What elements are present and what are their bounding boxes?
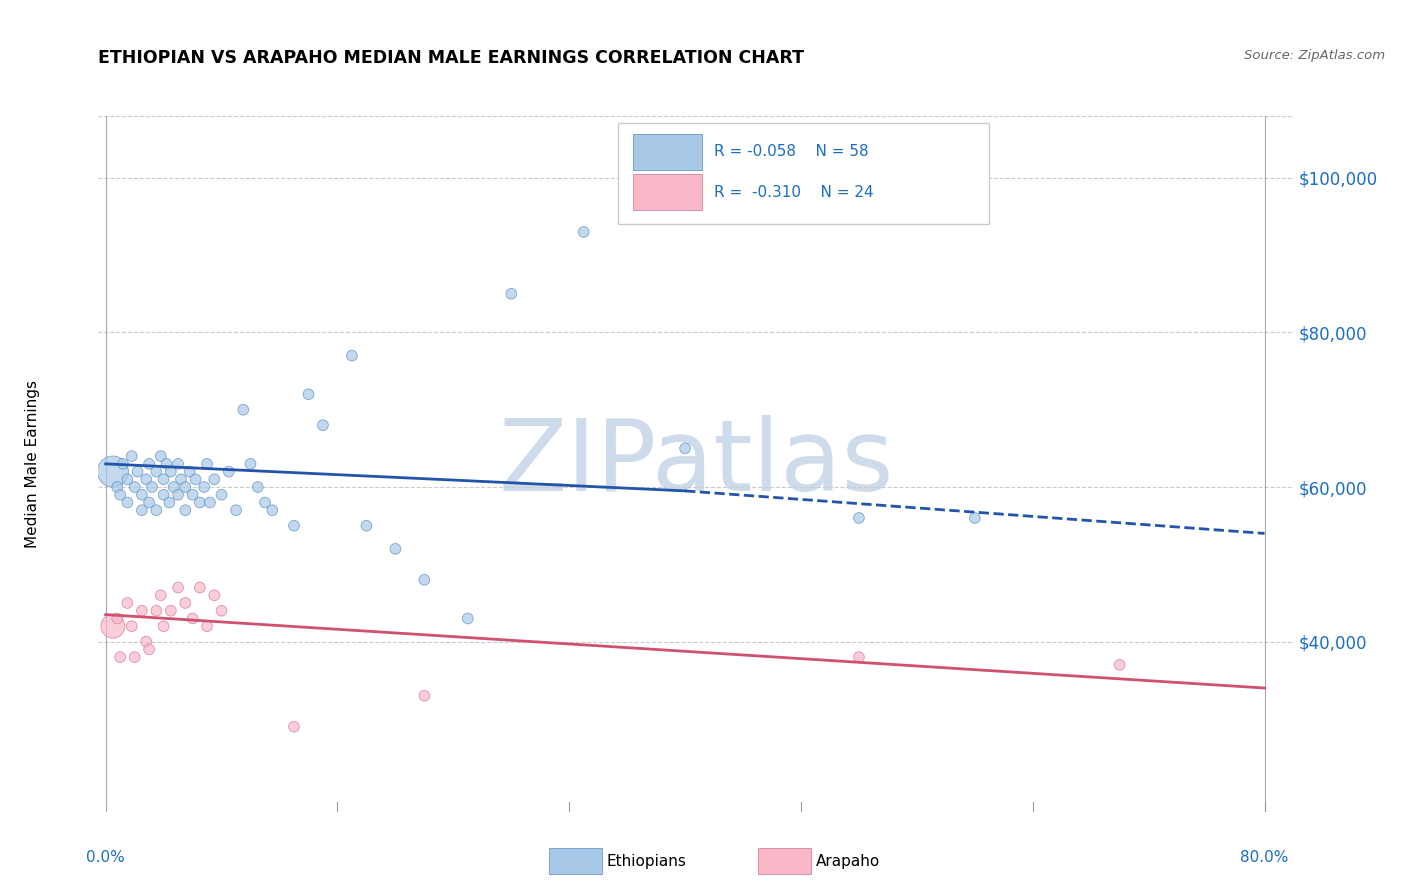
Text: Median Male Earnings: Median Male Earnings [25, 380, 41, 548]
Point [101, 465, 124, 479]
Point [297, 387, 319, 401]
Point [155, 457, 177, 471]
Point [121, 449, 143, 463]
Point [413, 573, 436, 587]
Point [160, 465, 183, 479]
Text: R =  -0.310    N = 24: R = -0.310 N = 24 [714, 185, 873, 200]
Point [384, 541, 406, 556]
Point [152, 619, 174, 633]
Point [283, 518, 305, 533]
Text: R = -0.058    N = 58: R = -0.058 N = 58 [714, 144, 869, 159]
FancyBboxPatch shape [548, 848, 602, 874]
Point [157, 495, 180, 509]
Point [457, 611, 479, 625]
Point [246, 480, 269, 494]
Point [239, 457, 262, 471]
Point [131, 488, 153, 502]
FancyBboxPatch shape [633, 174, 702, 210]
Point [101, 619, 124, 633]
Text: Arapaho: Arapaho [815, 854, 880, 869]
Point [188, 581, 211, 595]
Point [262, 503, 284, 517]
Point [131, 604, 153, 618]
Point [145, 604, 167, 618]
Point [225, 503, 247, 517]
Point [138, 642, 160, 657]
Point [211, 488, 233, 502]
Text: Ethiopians: Ethiopians [606, 854, 686, 869]
Point [138, 457, 160, 471]
Point [195, 457, 218, 471]
Text: Source: ZipAtlas.com: Source: ZipAtlas.com [1244, 49, 1385, 62]
Point [202, 588, 225, 602]
Point [195, 619, 218, 633]
Point [848, 511, 870, 525]
Point [232, 402, 254, 417]
Point [848, 650, 870, 665]
FancyBboxPatch shape [619, 123, 988, 224]
Point [117, 596, 139, 610]
Point [413, 689, 436, 703]
Point [117, 472, 139, 486]
Point [124, 650, 146, 665]
Point [673, 442, 696, 456]
Point [170, 472, 193, 486]
Point [167, 581, 190, 595]
Point [167, 457, 190, 471]
Point [149, 449, 172, 463]
Point [356, 518, 378, 533]
Point [135, 472, 157, 486]
Point [167, 488, 190, 502]
Point [198, 495, 221, 509]
Point [174, 503, 197, 517]
Point [149, 588, 172, 602]
Point [181, 611, 204, 625]
Point [202, 472, 225, 486]
Point [312, 418, 335, 433]
FancyBboxPatch shape [758, 848, 811, 874]
Point [141, 480, 163, 494]
Point [138, 495, 160, 509]
Point [117, 495, 139, 509]
Point [501, 286, 523, 301]
Text: 80.0%: 80.0% [1240, 850, 1289, 865]
Point [112, 457, 135, 471]
Point [163, 480, 186, 494]
Text: ZIPatlas: ZIPatlas [498, 416, 894, 512]
Point [105, 480, 128, 494]
Point [253, 495, 276, 509]
Point [108, 650, 131, 665]
Point [340, 349, 363, 363]
Point [174, 480, 197, 494]
Point [135, 634, 157, 648]
Point [179, 465, 201, 479]
Point [181, 488, 204, 502]
Point [152, 472, 174, 486]
Point [211, 604, 233, 618]
Point [145, 465, 167, 479]
Text: ETHIOPIAN VS ARAPAHO MEDIAN MALE EARNINGS CORRELATION CHART: ETHIOPIAN VS ARAPAHO MEDIAN MALE EARNING… [98, 49, 804, 67]
Point [121, 619, 143, 633]
Text: 0.0%: 0.0% [86, 850, 125, 865]
Point [131, 503, 153, 517]
Point [193, 480, 215, 494]
Point [108, 488, 131, 502]
Point [124, 480, 146, 494]
Point [572, 225, 595, 239]
Point [188, 495, 211, 509]
Point [1108, 657, 1130, 672]
Point [160, 604, 183, 618]
Point [963, 511, 986, 525]
Point [127, 465, 149, 479]
Point [152, 488, 174, 502]
Point [218, 465, 240, 479]
Point [145, 503, 167, 517]
Point [283, 720, 305, 734]
FancyBboxPatch shape [633, 134, 702, 170]
Point [184, 472, 207, 486]
Point [174, 596, 197, 610]
Point [105, 611, 128, 625]
